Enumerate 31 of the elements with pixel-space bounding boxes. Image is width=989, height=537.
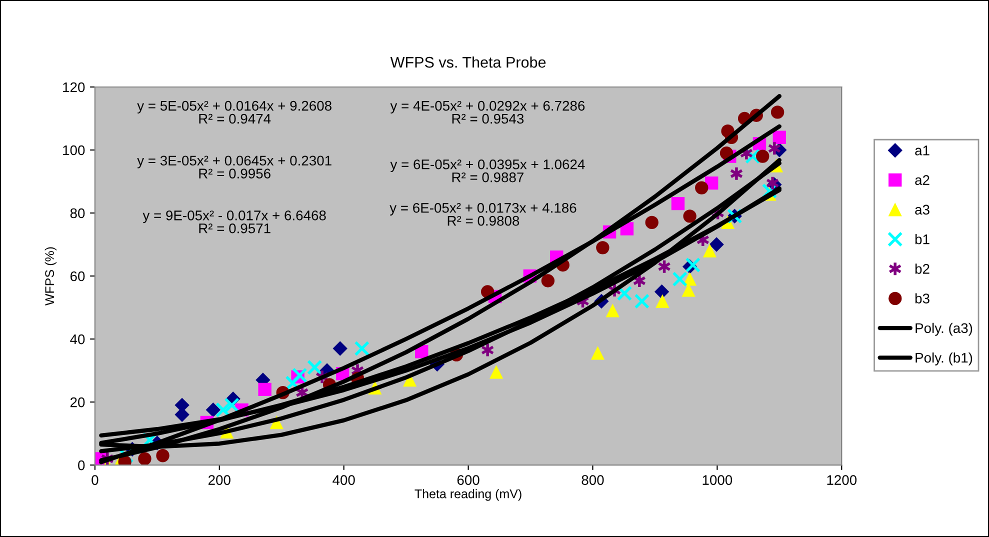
y-tick-label: 20 — [70, 397, 85, 408]
y-tick-label: 60 — [70, 271, 85, 282]
annotation: y = 6E-05x² + 0.0173x + 4.186 R² = 0.9808 — [390, 202, 576, 226]
legend-label: Poly. (b1) — [916, 352, 972, 366]
chart-title: WFPS vs. Theta Probe — [390, 56, 546, 68]
legend-label: a1 — [915, 146, 930, 156]
legend-label: b3 — [915, 293, 930, 304]
x-tick-label: 1000 — [702, 475, 732, 485]
annotation: y = 3E-05x² + 0.0645x + 0.2301 R² = 0.9956 — [137, 156, 332, 178]
x-tick-label: 0 — [92, 475, 98, 485]
x-tick-label: 800 — [582, 475, 604, 485]
x-axis-title: Theta reading (mV) — [414, 489, 522, 501]
legend-label: a2 — [915, 175, 930, 185]
y-tick-label: 120 — [63, 82, 85, 92]
y-tick-label: 0 — [78, 460, 85, 470]
legend-label: b1 — [915, 234, 930, 244]
annotation: y = 9E-05x² - 0.017x + 6.6468 R² = 0.9571 — [142, 210, 326, 234]
x-tick-label: 1200 — [827, 475, 857, 485]
legend-label: b2 — [915, 264, 930, 274]
annotation: y = 5E-05x² + 0.0164x + 9.2608 R² = 0.9474 — [137, 100, 332, 124]
y-tick-label: 80 — [70, 208, 85, 218]
y-tick-label: 100 — [63, 145, 85, 156]
x-tick-label: 600 — [457, 475, 480, 485]
y-tick-label: 40 — [70, 334, 85, 344]
annotation: y = 4E-05x² + 0.0292x + 6.7286 R² = 0.9543 — [390, 100, 585, 124]
annotation: y = 6E-05x² + 0.0395x + 1.0624 R² = 0.9887 — [390, 159, 585, 182]
x-tick-label: 200 — [208, 475, 230, 485]
x-tick-label: 400 — [332, 475, 355, 485]
legend-label: Poly. (a3) — [916, 322, 972, 336]
y-axis-title: WFPS (%) — [44, 247, 56, 306]
legend-label: a3 — [915, 204, 930, 215]
